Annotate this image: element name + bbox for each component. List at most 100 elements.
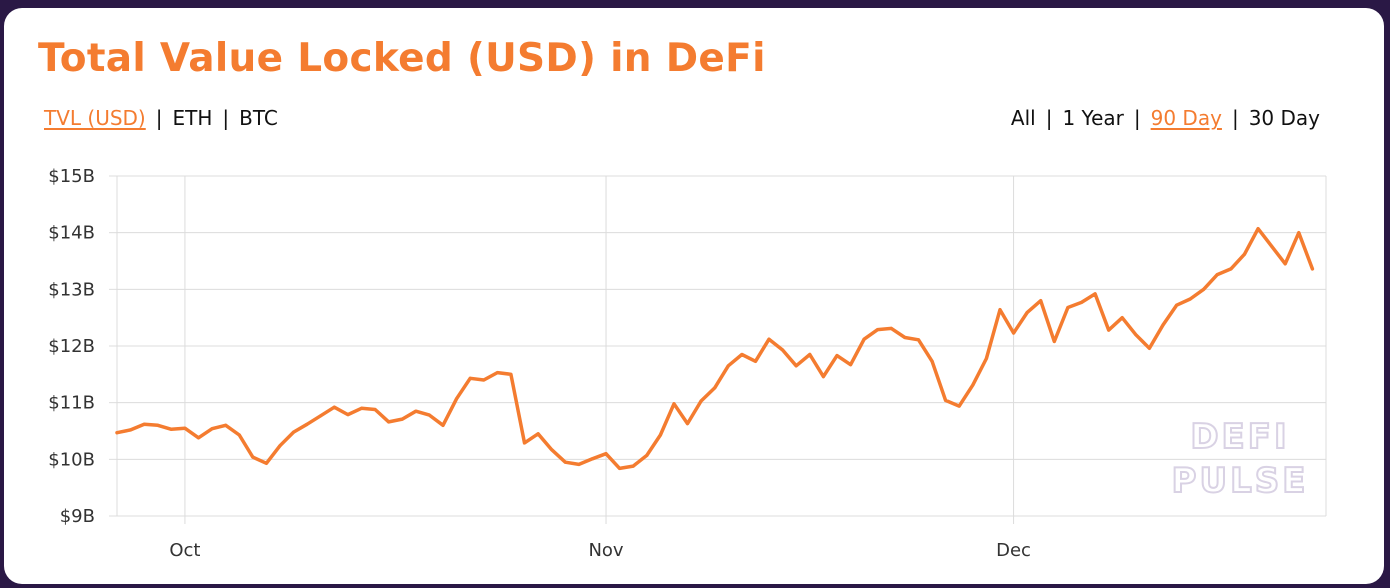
data-point — [1243, 252, 1246, 256]
data-point — [197, 436, 200, 440]
separator: | — [1045, 106, 1053, 130]
range-tab-30-day[interactable]: 30 Day — [1248, 106, 1320, 130]
data-point — [849, 363, 853, 367]
data-point — [1093, 292, 1097, 296]
metric-tab-eth[interactable]: ETH — [172, 106, 213, 130]
data-point — [427, 413, 431, 417]
data-point — [686, 422, 689, 426]
data-point — [903, 336, 907, 339]
data-point — [183, 426, 187, 430]
y-tick-label: $9B — [60, 506, 95, 527]
data-point — [224, 423, 228, 427]
data-point — [930, 359, 934, 363]
data-point — [754, 359, 757, 363]
y-tick-label: $12B — [48, 336, 95, 357]
data-point — [563, 460, 567, 464]
data-point — [156, 423, 160, 427]
tvl-series-line — [115, 226, 1315, 471]
data-point — [672, 402, 676, 406]
data-point — [400, 417, 404, 421]
data-point — [917, 338, 920, 342]
data-point — [1297, 231, 1301, 235]
data-point — [658, 433, 662, 437]
data-point — [360, 406, 363, 410]
data-point — [482, 378, 486, 382]
data-point — [631, 464, 635, 468]
data-point — [645, 453, 649, 457]
separator: | — [222, 106, 230, 130]
data-point — [1188, 297, 1192, 301]
data-point — [387, 420, 391, 424]
data-point — [1202, 287, 1206, 291]
data-point — [1120, 316, 1124, 320]
data-point — [495, 371, 499, 375]
grid — [109, 175, 1327, 524]
data-point — [346, 413, 350, 417]
data-point — [1107, 328, 1111, 332]
data-point — [550, 448, 554, 452]
data-point — [577, 462, 581, 466]
data-point — [264, 461, 268, 465]
y-axis-ticks: $9B $10B $11B $12B $13B $14B $15B — [48, 166, 95, 527]
data-point — [998, 308, 1002, 312]
data-point — [373, 408, 377, 411]
data-point — [332, 405, 336, 409]
data-point — [523, 441, 526, 445]
range-tab-1-year[interactable]: 1 Year — [1062, 106, 1124, 130]
data-point — [305, 422, 309, 426]
data-point — [1080, 300, 1083, 304]
data-point — [414, 409, 418, 413]
data-point — [835, 354, 839, 358]
data-point — [1052, 340, 1056, 343]
chart-title: Total Value Locked (USD) in DeFi — [38, 36, 766, 81]
range-tab-90-day[interactable]: 90 Day — [1150, 106, 1222, 130]
data-point — [210, 427, 214, 431]
data-point — [169, 427, 173, 431]
data-point — [808, 353, 812, 356]
data-point — [971, 383, 975, 387]
data-point — [1256, 227, 1260, 231]
data-point — [862, 337, 866, 341]
y-tick-label: $13B — [48, 279, 95, 300]
data-point — [984, 357, 988, 360]
y-tick-label: $15B — [48, 166, 95, 187]
x-tick-label: Dec — [996, 540, 1031, 561]
metric-tab-tvl-usd[interactable]: TVL (USD) — [44, 106, 146, 130]
data-point — [699, 399, 703, 403]
data-point — [509, 372, 513, 376]
range-tab-all[interactable]: All — [1010, 106, 1036, 130]
data-point — [441, 423, 445, 427]
data-point — [115, 431, 119, 435]
separator: | — [1231, 106, 1239, 130]
y-tick-label: $14B — [48, 223, 95, 244]
data-point — [726, 364, 730, 368]
watermark-line-1: DEFI — [1190, 417, 1289, 457]
chart-card: Total Value Locked (USD) in DeFi TVL (US… — [4, 8, 1384, 584]
data-point — [1283, 262, 1287, 266]
data-point — [781, 348, 785, 352]
data-point — [1161, 323, 1165, 327]
line-chart: DEFI PULSE $9B $10B $11B $12B $13B $14B $15B O… — [48, 166, 1327, 561]
data-point — [1175, 303, 1179, 307]
data-point — [590, 457, 594, 461]
watermark-line-2: PULSE — [1172, 461, 1309, 501]
data-point — [957, 404, 961, 408]
separator: | — [155, 106, 163, 130]
data-point — [1310, 267, 1314, 271]
data-point — [1025, 311, 1029, 315]
data-point — [1215, 273, 1219, 277]
data-point — [1229, 267, 1233, 271]
y-tick-label: $11B — [48, 393, 95, 414]
range-toggle-group: All | 1 Year | 90 Day | 30 Day — [1011, 106, 1320, 130]
data-point — [604, 452, 608, 456]
data-point — [618, 466, 622, 470]
y-tick-label: $10B — [48, 449, 95, 470]
data-point — [876, 328, 880, 332]
data-point — [1039, 299, 1043, 303]
data-point — [1147, 346, 1151, 350]
data-point — [455, 397, 459, 401]
x-tick-label: Nov — [588, 540, 623, 561]
metric-tab-btc[interactable]: BTC — [239, 106, 278, 130]
data-point — [889, 326, 893, 330]
separator: | — [1133, 106, 1141, 130]
